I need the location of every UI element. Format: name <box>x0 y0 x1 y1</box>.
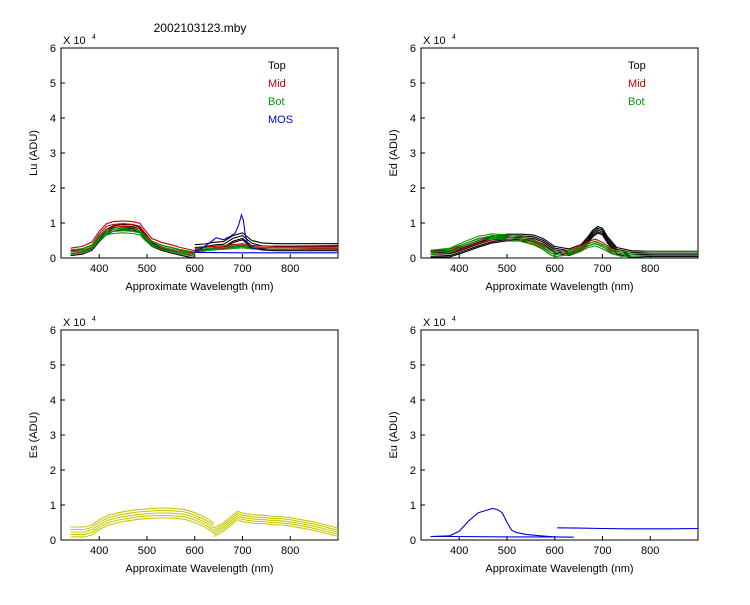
plot-frame <box>61 330 338 540</box>
y-tick-label: 4 <box>50 113 56 125</box>
y-tick-label: 5 <box>410 78 416 90</box>
x-tick-label: 800 <box>641 545 659 557</box>
y-axis-label: Ed (ADU) <box>388 129 400 176</box>
series-line-trace-2-1 <box>431 537 574 538</box>
x-tick-label: 600 <box>546 263 564 275</box>
x-tick-label: 400 <box>450 545 468 557</box>
y-tick-label: 5 <box>410 360 416 372</box>
axis-multiplier-exponent: 4 <box>452 316 456 323</box>
y-tick-label: 2 <box>410 465 416 477</box>
y-tick-label: 3 <box>50 430 56 442</box>
axis-multiplier: X 10 <box>63 317 86 329</box>
chart-panel-1: 0 1 2 3 4 5 6 400 500 600 700 800 X 10 4 Approximate W… <box>28 34 338 293</box>
y-tick-label: 5 <box>50 78 56 90</box>
y-tick-label: 4 <box>410 395 416 407</box>
series-line-trace-3-1 <box>557 528 698 529</box>
chart-panel-3: 0 1 2 3 4 5 6 400 500 600 700 800 X 10 4 Approximate W… <box>28 316 338 575</box>
y-tick-label: 4 <box>50 395 56 407</box>
legend-entry-mos: MOS <box>268 114 293 126</box>
y-tick-label: 0 <box>410 535 416 547</box>
y-tick-label: 2 <box>410 183 416 195</box>
x-tick-label: 500 <box>138 545 156 557</box>
y-axis-label: Lu (ADU) <box>28 130 40 176</box>
x-tick-label: 700 <box>233 263 251 275</box>
series-line-top-2-3 <box>195 233 338 245</box>
x-tick-label: 400 <box>90 263 108 275</box>
legend-entry-top: Top <box>268 60 286 72</box>
x-axis-label: Approximate Wavelength (nm) <box>485 563 633 575</box>
x-tick-label: 600 <box>546 545 564 557</box>
legend-entry-bot: Bot <box>628 96 645 108</box>
y-tick-label: 6 <box>50 325 56 337</box>
series-line-trace-1-4 <box>71 511 214 530</box>
y-tick-label: 0 <box>50 535 56 547</box>
legend-entry-bot: Bot <box>268 96 285 108</box>
x-tick-label: 800 <box>641 263 659 275</box>
chart-panel-2: 0 1 2 3 4 5 6 400 500 600 700 800 X 10 4 Approximate W… <box>388 34 698 293</box>
y-tick-label: 6 <box>410 325 416 337</box>
y-tick-label: 0 <box>50 253 56 265</box>
plot-frame <box>61 48 338 258</box>
axis-multiplier-exponent: 4 <box>92 316 96 323</box>
x-tick-label: 800 <box>281 263 299 275</box>
y-tick-label: 3 <box>410 148 416 160</box>
x-axis-label: Approximate Wavelength (nm) <box>485 281 633 293</box>
x-tick-label: 400 <box>90 545 108 557</box>
y-tick-label: 3 <box>410 430 416 442</box>
y-tick-label: 1 <box>410 500 416 512</box>
x-axis-label: Approximate Wavelength (nm) <box>125 563 273 575</box>
series-line-trace-1-1 <box>431 509 555 537</box>
x-tick-label: 700 <box>233 545 251 557</box>
x-tick-label: 800 <box>281 545 299 557</box>
axis-multiplier-exponent: 4 <box>452 34 456 41</box>
y-tick-label: 2 <box>50 183 56 195</box>
y-tick-label: 5 <box>50 360 56 372</box>
axis-multiplier-exponent: 4 <box>92 34 96 41</box>
chart-panel-4: 0 1 2 3 4 5 6 400 500 600 700 800 X 10 4 Approximate W… <box>388 316 698 575</box>
plot-frame <box>421 330 698 540</box>
y-tick-label: 0 <box>410 253 416 265</box>
y-tick-label: 6 <box>410 43 416 55</box>
y-tick-label: 6 <box>50 43 56 55</box>
x-tick-label: 400 <box>450 263 468 275</box>
series-line-trace-1-5 <box>71 508 214 527</box>
legend-entry-mid: Mid <box>628 78 646 90</box>
legend-entry-top: Top <box>628 60 646 72</box>
y-axis-label: Eu (ADU) <box>388 411 400 458</box>
x-tick-label: 600 <box>186 263 204 275</box>
y-tick-label: 3 <box>50 148 56 160</box>
x-tick-label: 500 <box>138 263 156 275</box>
y-tick-label: 4 <box>410 113 416 125</box>
y-tick-label: 1 <box>50 218 56 230</box>
x-tick-label: 700 <box>593 263 611 275</box>
series-line-trace-1-3 <box>71 513 214 532</box>
axis-multiplier: X 10 <box>423 35 446 47</box>
y-tick-label: 1 <box>410 218 416 230</box>
y-tick-label: 1 <box>50 500 56 512</box>
plot-frame <box>421 48 698 258</box>
x-tick-label: 500 <box>498 545 516 557</box>
figure-title: 2002103123.mby <box>0 21 400 35</box>
x-axis-label: Approximate Wavelength (nm) <box>125 281 273 293</box>
legend-entry-mid: Mid <box>268 78 286 90</box>
x-tick-label: 600 <box>186 545 204 557</box>
axis-multiplier: X 10 <box>63 35 86 47</box>
series-line-bot-1-2 <box>71 231 195 255</box>
y-axis-label: Es (ADU) <box>28 412 40 458</box>
axis-multiplier: X 10 <box>423 317 446 329</box>
x-tick-label: 500 <box>498 263 516 275</box>
series-line-bot-1-1 <box>71 233 195 256</box>
x-tick-label: 700 <box>593 545 611 557</box>
y-tick-label: 2 <box>50 465 56 477</box>
